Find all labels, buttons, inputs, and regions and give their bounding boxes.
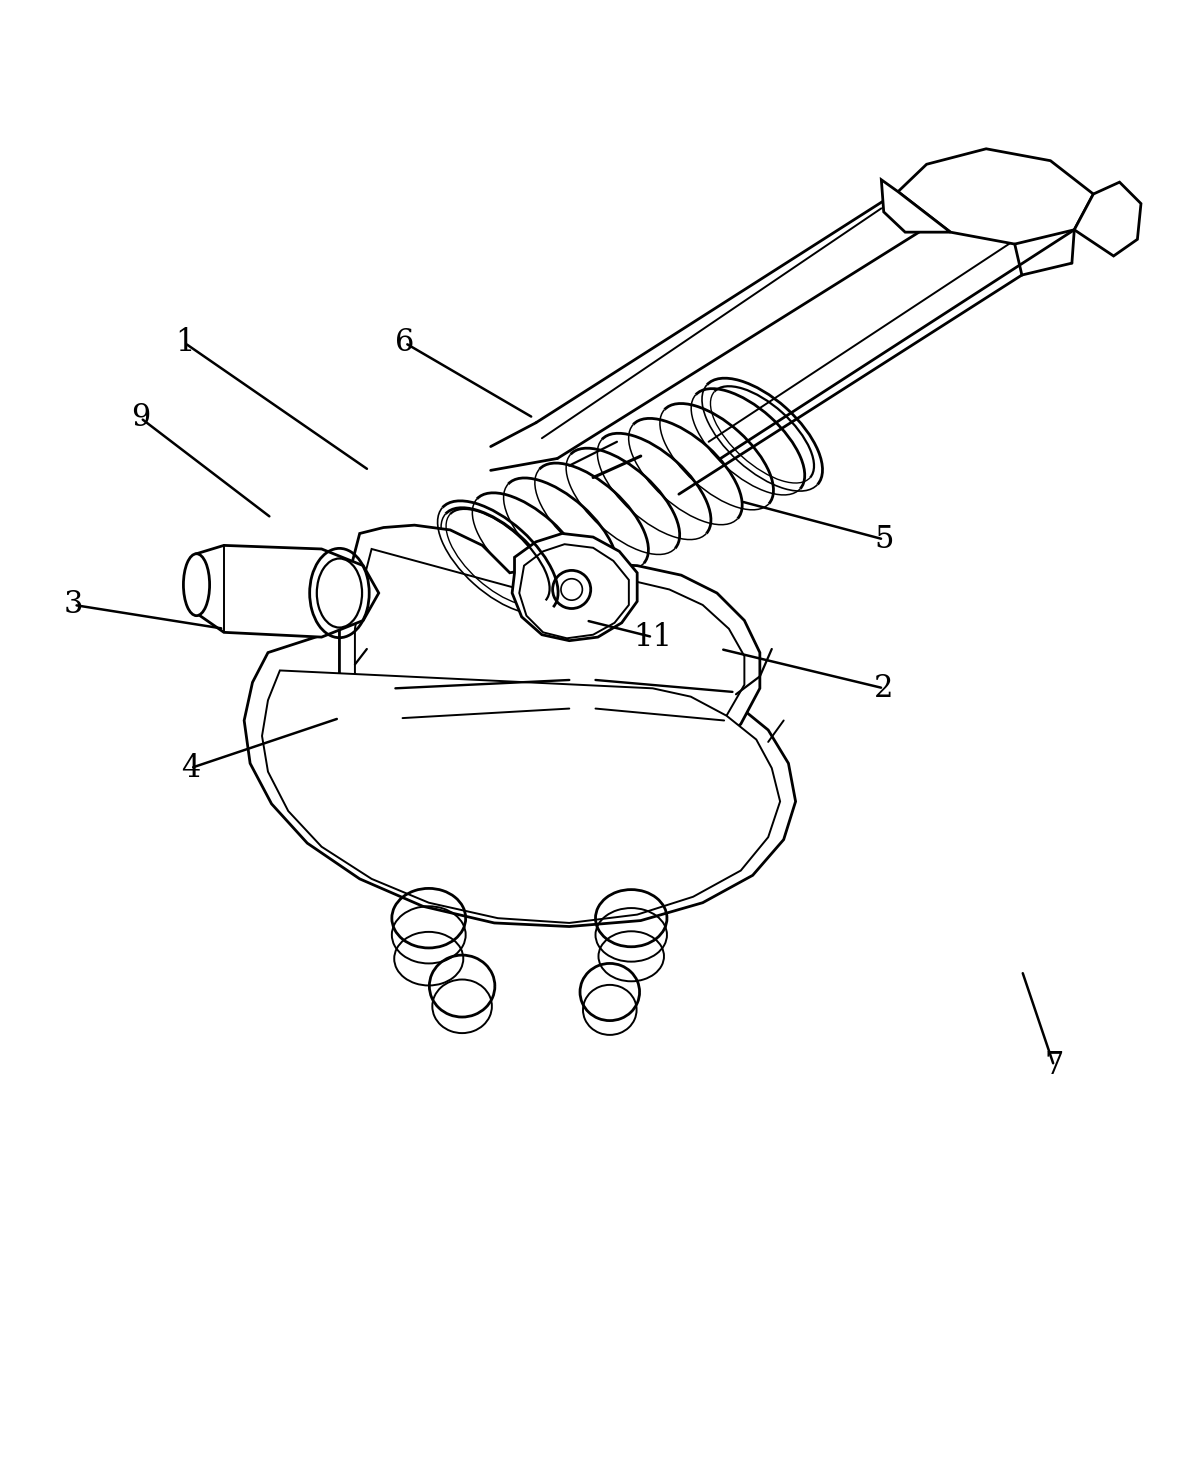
Text: 5: 5: [874, 524, 893, 555]
Polygon shape: [355, 549, 744, 778]
Polygon shape: [339, 526, 760, 790]
Polygon shape: [244, 623, 796, 927]
Text: 6: 6: [395, 327, 414, 358]
Text: 9: 9: [131, 403, 150, 434]
Text: 1: 1: [175, 327, 194, 358]
Text: 3: 3: [64, 590, 83, 620]
Polygon shape: [881, 180, 950, 232]
Text: 2: 2: [874, 673, 893, 704]
Ellipse shape: [183, 553, 210, 616]
Text: 11: 11: [634, 622, 672, 653]
Polygon shape: [512, 533, 637, 641]
Polygon shape: [262, 670, 780, 923]
Text: 4: 4: [181, 752, 200, 784]
Polygon shape: [197, 546, 379, 637]
Polygon shape: [519, 545, 629, 638]
Polygon shape: [1074, 182, 1141, 256]
Polygon shape: [898, 149, 1093, 244]
Text: 7: 7: [1045, 1050, 1064, 1082]
